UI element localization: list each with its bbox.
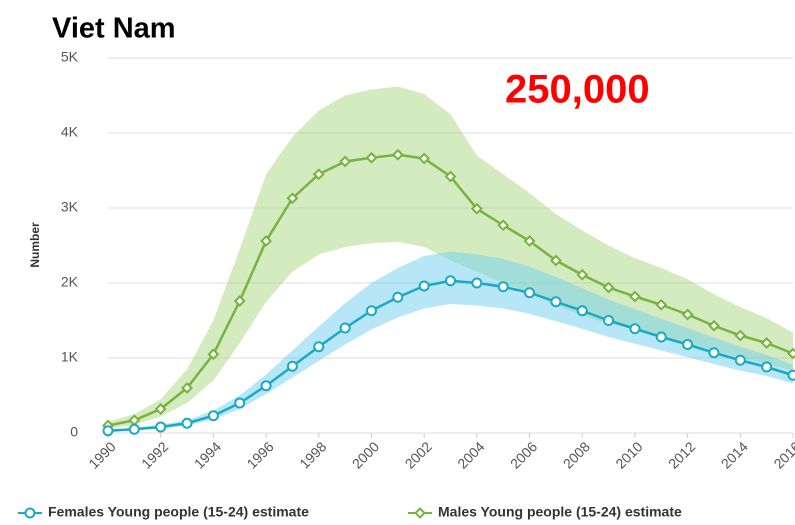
point xyxy=(207,410,219,422)
point xyxy=(708,347,720,359)
point xyxy=(181,382,193,394)
x-tick-label: 1992 xyxy=(138,438,171,471)
point xyxy=(576,305,588,317)
x-tick-label: 1990 xyxy=(85,438,118,471)
point xyxy=(787,369,795,381)
x-tick-label: 2002 xyxy=(402,438,435,471)
point xyxy=(128,423,140,435)
legend-marker xyxy=(24,507,36,519)
y-tick-label: 2K xyxy=(61,274,79,290)
annotation: 250,000 xyxy=(505,68,650,112)
point xyxy=(550,296,562,308)
point xyxy=(655,298,668,311)
y-tick-label: 4K xyxy=(61,124,79,140)
point xyxy=(708,319,720,332)
point xyxy=(286,192,299,205)
y-tick-label: 5K xyxy=(61,49,79,65)
point xyxy=(787,347,795,360)
point xyxy=(734,329,747,342)
point xyxy=(418,152,431,165)
point xyxy=(549,254,562,267)
point xyxy=(682,339,694,350)
point xyxy=(339,155,352,168)
point xyxy=(523,235,536,247)
point xyxy=(760,337,773,349)
legend-label: Females Young people (15-24) estimate xyxy=(48,504,309,520)
point xyxy=(761,361,773,373)
point xyxy=(260,235,272,247)
point xyxy=(365,151,378,164)
legend-label: Males Young people (15-24) estimate xyxy=(438,504,682,520)
y-tick-label: 3K xyxy=(61,199,79,215)
point xyxy=(629,323,641,335)
x-tick-label: 1994 xyxy=(191,438,224,471)
point xyxy=(392,291,404,303)
uncertainty-band xyxy=(108,251,793,432)
x-tick-label: 2016 xyxy=(770,438,795,471)
point xyxy=(602,281,615,294)
point xyxy=(524,287,536,299)
x-tick-label: 2000 xyxy=(349,438,382,471)
point xyxy=(102,425,114,437)
point xyxy=(497,281,509,293)
point xyxy=(339,322,351,334)
x-tick-label: 2004 xyxy=(454,438,487,471)
point xyxy=(655,331,667,343)
point xyxy=(233,295,246,307)
point xyxy=(418,280,430,292)
y-tick-label: 1K xyxy=(61,349,79,365)
point xyxy=(181,417,193,429)
point xyxy=(497,219,510,232)
point xyxy=(260,380,272,392)
point xyxy=(471,277,483,289)
point xyxy=(207,348,220,361)
point xyxy=(154,403,167,415)
point xyxy=(603,315,615,326)
x-tick-label: 1998 xyxy=(296,438,329,471)
point xyxy=(445,275,456,287)
point xyxy=(681,308,694,321)
point xyxy=(155,421,167,433)
point xyxy=(286,360,298,372)
point xyxy=(444,170,457,183)
point xyxy=(365,305,377,317)
point xyxy=(629,290,641,303)
point xyxy=(313,341,325,353)
x-tick-label: 2006 xyxy=(507,438,540,471)
point xyxy=(391,148,404,161)
point xyxy=(734,354,746,366)
y-axis-label: Number xyxy=(28,222,42,268)
legend-marker xyxy=(414,507,426,519)
point xyxy=(576,268,589,281)
x-tick-label: 1996 xyxy=(243,438,276,471)
point xyxy=(234,397,246,409)
x-tick-label: 2010 xyxy=(612,438,645,471)
x-tick-label: 2012 xyxy=(665,438,698,471)
x-tick-label: 2008 xyxy=(560,438,593,471)
point xyxy=(312,168,325,181)
point xyxy=(470,202,483,215)
y-tick-label: 0 xyxy=(70,424,78,440)
x-tick-label: 2014 xyxy=(718,438,751,471)
chart-title: Viet Nam xyxy=(52,13,176,45)
